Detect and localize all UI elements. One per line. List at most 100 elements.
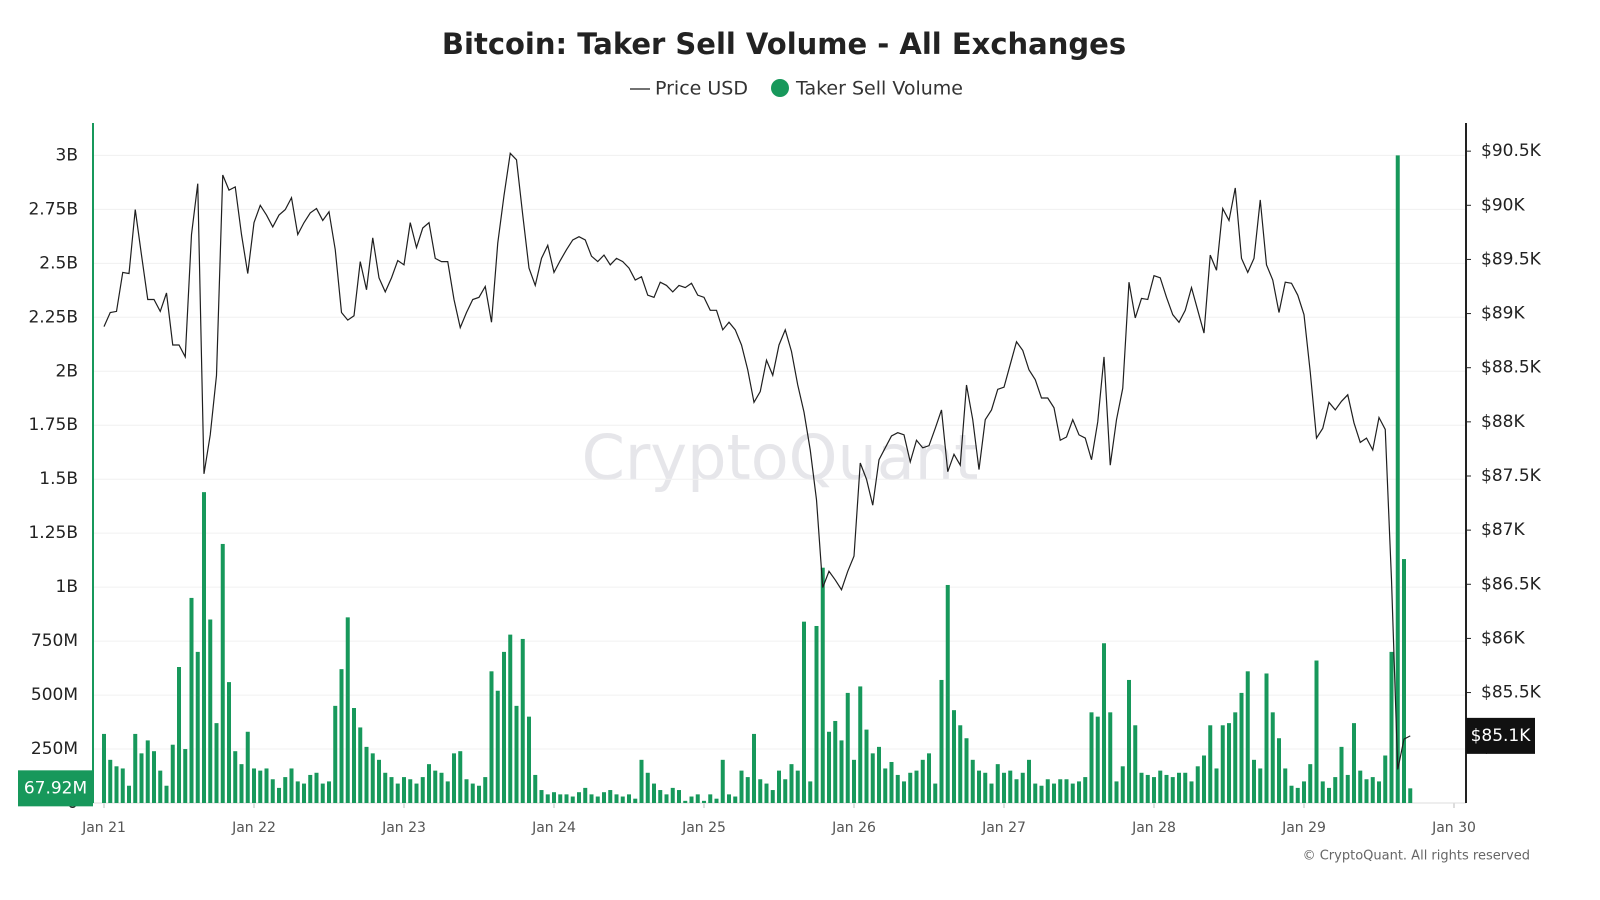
- bar: [314, 772, 319, 803]
- bar: [683, 800, 688, 803]
- bar: [1102, 643, 1106, 803]
- bar: [702, 800, 706, 803]
- bar: [1202, 755, 1206, 803]
- y2-tick-label: $88K: [1481, 412, 1525, 432]
- bar: [1145, 774, 1150, 803]
- last-value-box: [18, 770, 93, 807]
- x-tick-label: Jan 22: [231, 820, 276, 836]
- bar: [902, 781, 906, 803]
- bar: [502, 651, 506, 803]
- bar: [445, 781, 450, 803]
- y-tick-label: 3B: [56, 145, 78, 165]
- x-tick-label: Jan 27: [981, 820, 1026, 836]
- y2-tick-label: $87.5K: [1481, 466, 1542, 486]
- bar: [1045, 779, 1050, 803]
- bar: [870, 753, 875, 803]
- bar: [377, 759, 381, 803]
- bar: [189, 597, 194, 803]
- bar: [733, 796, 738, 803]
- y-tick-label: 1.75B: [28, 415, 78, 435]
- bar: [789, 764, 794, 803]
- bar: [1127, 679, 1131, 803]
- bar: [352, 708, 356, 803]
- bar: [389, 777, 394, 803]
- bar: [1408, 788, 1413, 803]
- bar: [1320, 781, 1325, 803]
- price-line: [103, 152, 1411, 770]
- bar: [745, 777, 750, 803]
- bar: [183, 749, 188, 803]
- bar: [908, 772, 913, 803]
- bar: [383, 772, 388, 803]
- bar: [1327, 787, 1331, 803]
- bar: [302, 783, 306, 803]
- bar: [1245, 671, 1250, 803]
- legend-label: Taker Sell Volume: [795, 78, 963, 100]
- bar: [577, 792, 581, 803]
- bar: [1377, 781, 1381, 803]
- bar: [470, 783, 475, 803]
- bar: [264, 768, 269, 803]
- bar: [427, 764, 431, 803]
- x-tick-label: Jan 28: [1131, 820, 1176, 836]
- bar: [1020, 772, 1025, 803]
- bar: [395, 783, 400, 803]
- bar: [520, 638, 525, 803]
- bar: [720, 759, 725, 803]
- bar: [308, 774, 313, 803]
- bar: [1402, 559, 1406, 803]
- bar: [695, 794, 700, 803]
- bar: [714, 798, 719, 803]
- bar: [1314, 660, 1319, 803]
- bar: [1227, 723, 1231, 803]
- x-tick-label: Jan 23: [381, 820, 426, 836]
- bar: [1339, 746, 1344, 803]
- bar: [808, 781, 813, 803]
- bar: [1295, 787, 1300, 803]
- bar: [227, 682, 231, 803]
- bar: [1189, 781, 1194, 803]
- bar: [539, 790, 544, 803]
- y-tick-label: 2.5B: [39, 253, 78, 273]
- bar: [995, 764, 1000, 803]
- bar: [1033, 783, 1038, 803]
- bar: [614, 794, 619, 803]
- bar: [364, 746, 369, 803]
- y-tick-label: 250M: [31, 739, 78, 759]
- bar: [839, 740, 844, 803]
- bar: [883, 768, 888, 803]
- bar: [1395, 155, 1400, 803]
- bar: [489, 671, 494, 803]
- bar: [514, 705, 519, 803]
- last-value-label: $85.1K: [1471, 726, 1532, 746]
- y-tick-label: 750M: [31, 631, 78, 651]
- y-tick-label: 2.75B: [28, 199, 78, 219]
- bar: [1270, 712, 1275, 803]
- bar: [464, 779, 469, 803]
- bar: [483, 777, 488, 803]
- bar: [327, 781, 331, 803]
- bar: [1164, 774, 1169, 803]
- bar: [858, 686, 863, 803]
- bar: [414, 783, 419, 803]
- bar: [120, 768, 125, 803]
- bar: [1008, 770, 1013, 803]
- y2-tick-label: $85.5K: [1481, 683, 1542, 703]
- bar: [164, 785, 169, 803]
- y2-tick-label: $89.5K: [1481, 249, 1542, 269]
- bar: [1133, 725, 1138, 803]
- bar: [933, 783, 938, 803]
- bar: [495, 690, 500, 803]
- x-tick-label: Jan 30: [1431, 820, 1476, 836]
- bar: [1358, 770, 1363, 803]
- bar: [1345, 774, 1350, 803]
- bar: [158, 770, 163, 803]
- bar: [1039, 785, 1044, 803]
- y2-tick-label: $90K: [1481, 195, 1525, 215]
- bar: [239, 764, 244, 803]
- bar: [1308, 764, 1313, 803]
- bar: [802, 621, 806, 803]
- bar: [1289, 785, 1294, 803]
- bar: [764, 783, 769, 803]
- bar: [233, 751, 238, 803]
